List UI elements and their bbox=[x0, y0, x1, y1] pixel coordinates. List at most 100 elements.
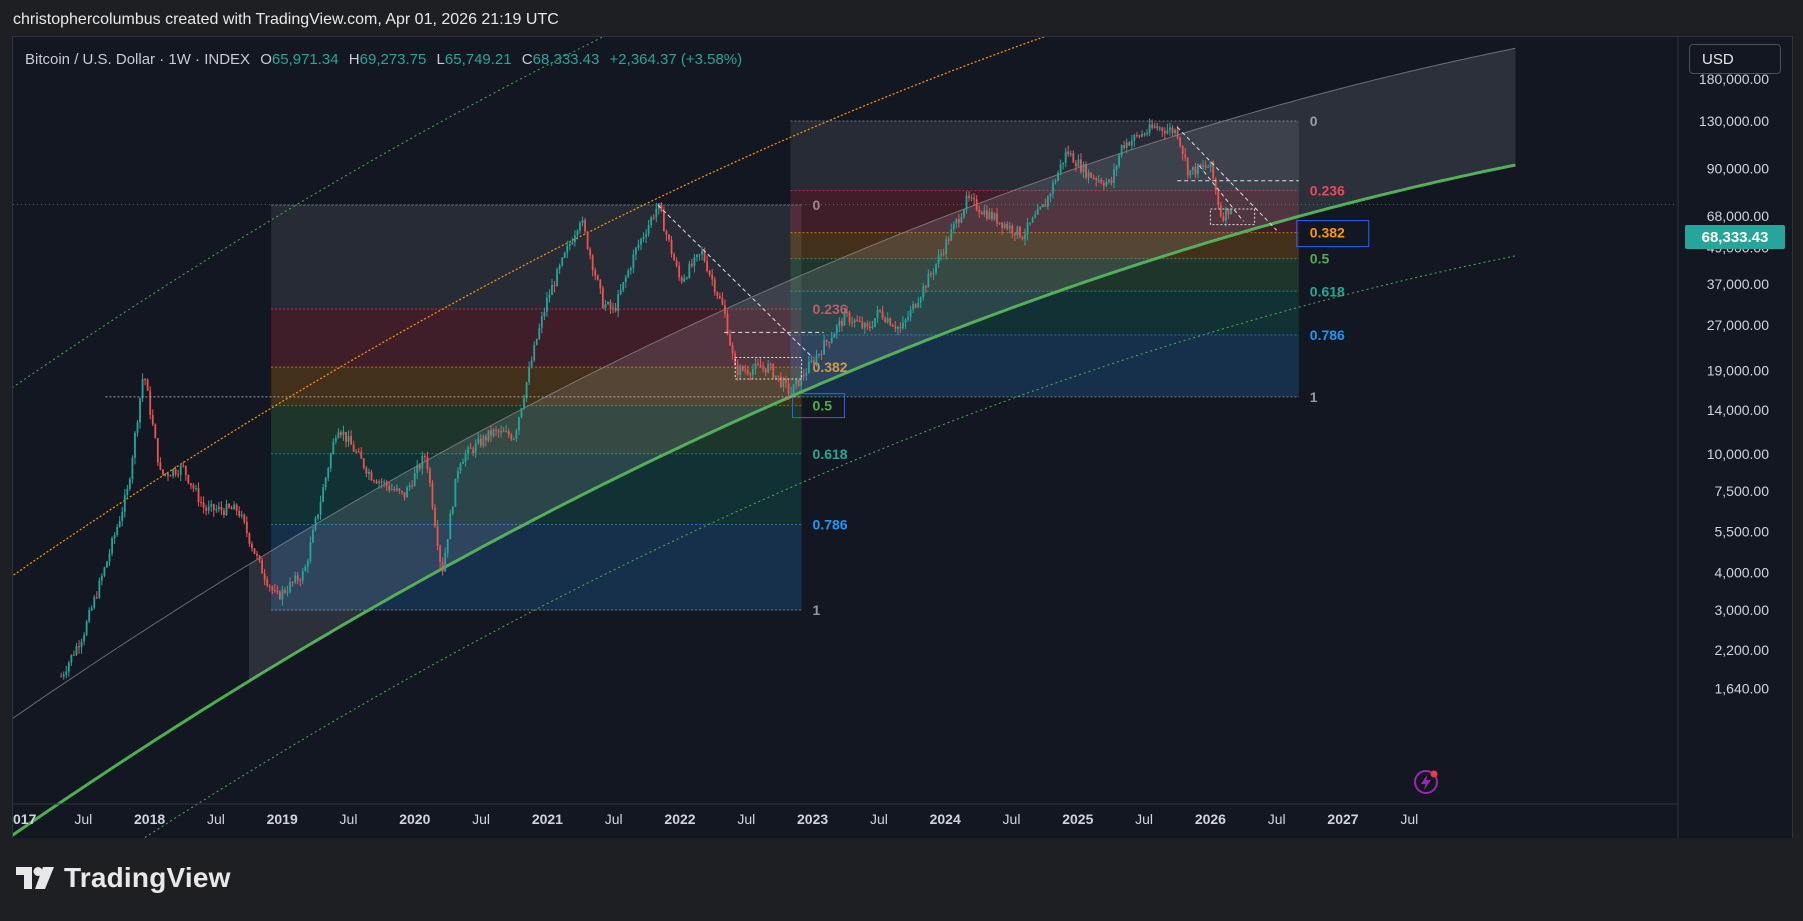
candle bbox=[807, 355, 810, 374]
chart-canvas[interactable]: 0 0.236 0.382 0.5 0.618 0.786 1 0 0.236 0.382 0.5 0… bbox=[13, 37, 1792, 839]
candle bbox=[540, 311, 543, 334]
candle bbox=[362, 457, 365, 470]
candle bbox=[1052, 179, 1054, 199]
candle bbox=[922, 282, 925, 301]
range-box[interactable] bbox=[1209, 208, 1256, 226]
candle bbox=[299, 577, 302, 587]
candle bbox=[278, 590, 281, 601]
candle bbox=[1090, 172, 1093, 179]
candle bbox=[406, 485, 408, 498]
candle bbox=[1120, 144, 1123, 158]
candle bbox=[1059, 159, 1062, 176]
candle bbox=[1202, 160, 1204, 171]
fib-zone bbox=[790, 334, 1299, 397]
candle bbox=[568, 240, 571, 251]
candle bbox=[1125, 138, 1128, 154]
candle bbox=[591, 254, 594, 277]
price-axis-tick: 130,000.00 bbox=[1699, 113, 1769, 129]
tradingview-logo[interactable]: TradingView bbox=[16, 862, 231, 894]
fib-level-label: 1 bbox=[1310, 389, 1318, 405]
candle bbox=[1146, 129, 1148, 137]
candle bbox=[128, 477, 131, 492]
candle bbox=[263, 568, 266, 586]
trend-line[interactable] bbox=[1176, 126, 1278, 231]
candle bbox=[139, 397, 141, 429]
trend-line[interactable] bbox=[657, 204, 813, 358]
candle bbox=[352, 440, 355, 452]
band-top-line bbox=[13, 47, 1516, 719]
candle bbox=[848, 310, 851, 326]
candle bbox=[769, 362, 772, 371]
chart-pane[interactable]: 0 0.236 0.382 0.5 0.618 0.786 1 0 0.236 0.382 0.5 0… bbox=[12, 36, 1793, 840]
price-axis-tick: 4,000.00 bbox=[1715, 565, 1770, 581]
snapshot-credit: christophercolumbus created with Trading… bbox=[13, 11, 559, 28]
candle bbox=[80, 638, 83, 654]
candle bbox=[474, 439, 477, 458]
candle bbox=[368, 468, 370, 481]
candle bbox=[512, 437, 515, 441]
candle bbox=[909, 305, 912, 322]
candle bbox=[365, 465, 368, 478]
candle bbox=[978, 205, 981, 218]
time-axis-tick: 2022 bbox=[664, 811, 695, 827]
candle bbox=[838, 317, 841, 333]
trend-line[interactable] bbox=[1198, 165, 1244, 222]
candle bbox=[886, 312, 889, 325]
currency-button[interactable]: USD bbox=[1689, 44, 1781, 74]
price-axis-tick: 19,000.00 bbox=[1707, 363, 1769, 379]
symbol-title[interactable]: Bitcoin / U.S. Dollar · 1W · INDEX bbox=[25, 51, 251, 68]
candle bbox=[1067, 145, 1070, 157]
candle bbox=[1171, 125, 1174, 137]
candle bbox=[1069, 150, 1072, 157]
candle bbox=[1046, 195, 1049, 210]
candle bbox=[411, 480, 414, 489]
candle bbox=[149, 386, 152, 420]
candle bbox=[413, 468, 416, 487]
candle bbox=[88, 607, 91, 624]
candle bbox=[245, 516, 248, 538]
candle bbox=[792, 384, 795, 394]
candle bbox=[736, 359, 739, 381]
top-bar: christophercolumbus created with Trading… bbox=[0, 0, 1803, 36]
candle bbox=[426, 451, 429, 473]
lightning-alert-icon[interactable] bbox=[1413, 769, 1439, 795]
fib-zone bbox=[790, 232, 1299, 259]
candle bbox=[434, 504, 436, 528]
candle bbox=[1057, 170, 1059, 182]
candle bbox=[281, 585, 284, 606]
candle bbox=[889, 317, 892, 327]
candle bbox=[1181, 145, 1184, 161]
candle bbox=[1008, 221, 1011, 234]
candle bbox=[429, 466, 431, 488]
candle bbox=[1064, 147, 1067, 168]
price-axis-tick: 27,000.00 bbox=[1707, 317, 1769, 333]
candle bbox=[535, 338, 538, 346]
candle bbox=[1029, 222, 1031, 226]
candle bbox=[1092, 174, 1095, 180]
candle bbox=[1184, 148, 1187, 162]
candle bbox=[93, 594, 96, 610]
time-axis-tick: 2018 bbox=[134, 811, 165, 827]
fib-level-label: 0.5 bbox=[813, 398, 833, 414]
candle bbox=[556, 267, 558, 287]
candle bbox=[151, 409, 154, 427]
candle bbox=[182, 461, 185, 468]
candle bbox=[164, 472, 167, 477]
candle bbox=[601, 285, 604, 309]
candle bbox=[301, 567, 304, 585]
range-box[interactable] bbox=[734, 357, 803, 380]
candle bbox=[843, 308, 846, 326]
candle bbox=[1161, 126, 1164, 137]
candle bbox=[718, 292, 721, 300]
candle bbox=[876, 306, 879, 323]
candle bbox=[777, 375, 780, 383]
candle bbox=[462, 458, 464, 464]
fib-level-label: 0.382 bbox=[813, 359, 848, 375]
candle bbox=[401, 490, 403, 495]
candle bbox=[1011, 223, 1014, 239]
candle bbox=[965, 191, 968, 214]
candle bbox=[314, 516, 317, 532]
candle bbox=[215, 504, 218, 513]
fib-level-label: 0.236 bbox=[1310, 183, 1345, 199]
candle bbox=[479, 434, 482, 448]
